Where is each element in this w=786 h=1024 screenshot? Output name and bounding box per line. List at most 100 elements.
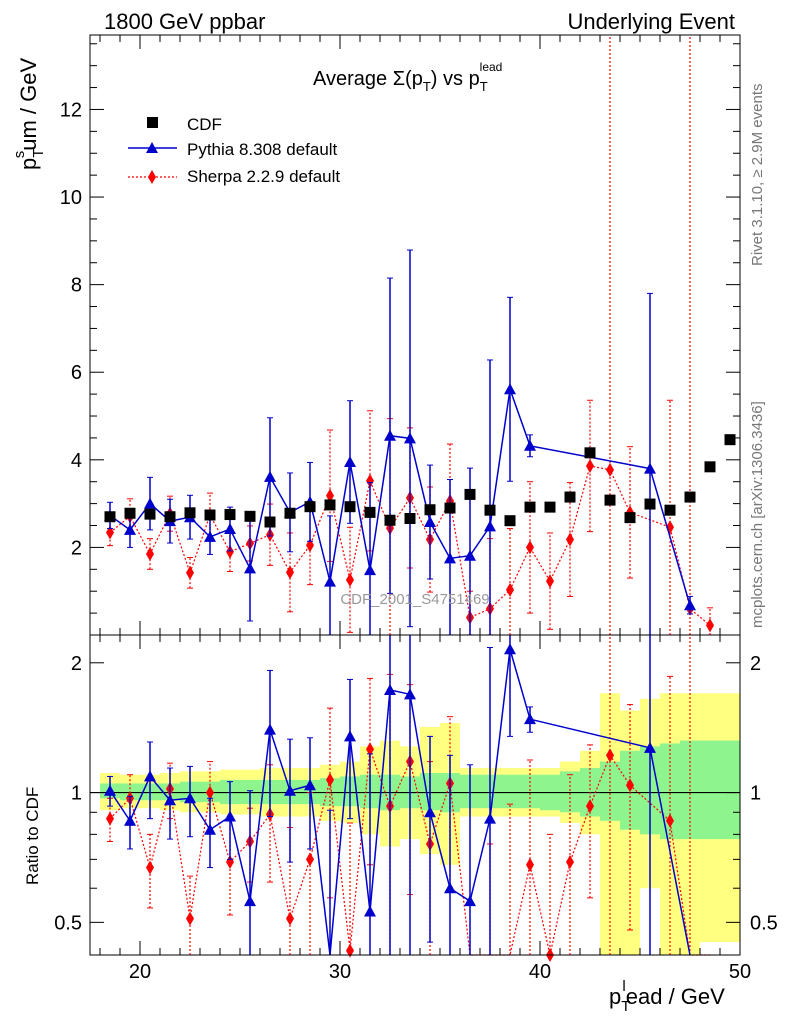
data-point [484,520,496,532]
data-point [364,905,376,917]
data-point [404,688,416,700]
data-point [244,562,256,574]
band-outer [600,693,620,955]
ylabel-base: p [16,158,41,170]
data-point [464,895,476,907]
data-point [124,814,136,826]
y-tick-label: 10 [60,187,82,209]
data-point [346,572,354,587]
data-point [506,582,514,597]
data-point [326,772,334,787]
data-point [586,458,594,473]
ratio-panel-axes: 20 30 40 50 0.5 0.5 1 1 2 2 [54,635,778,983]
header-left: 1800 GeV ppbar [104,9,265,34]
data-point [264,470,276,482]
data-point [324,499,336,511]
data-point [106,811,114,826]
data-point [164,794,176,806]
data-point [724,434,736,446]
title-main: Average Σ(p [313,68,423,90]
y-tick-label: 12 [60,99,82,121]
data-point [424,806,436,818]
xlabel-base: p [609,984,621,1009]
main-panel-axes: 2 4 6 8 10 12 [60,35,741,636]
data-point [284,507,296,519]
series-line [109,389,691,606]
data-point [524,439,536,451]
data-point [164,511,176,523]
data-point [424,504,436,516]
data-point [344,456,356,468]
data-point [186,911,194,926]
y-tick-label: 2 [71,537,82,559]
ylabel-sup: s [11,151,28,159]
ratio-ylabel: Ratio to CDF [23,787,42,885]
data-point [664,504,676,516]
data-point [626,778,634,793]
data-point [484,812,496,824]
title-sub1: T [423,79,431,94]
legend-pythia-marker [146,142,158,153]
data-point [344,501,356,513]
x-tick-label: 20 [129,961,151,983]
data-point [644,498,656,510]
data-point [306,852,314,867]
data-point [404,432,416,444]
data-point [684,491,696,503]
data-point [186,565,194,580]
data-point [366,473,374,488]
data-point [104,784,116,796]
data-point [584,447,596,459]
data-point [606,748,614,763]
data-point [384,429,396,441]
band-inner [700,740,720,840]
xlabel-sup: l [622,978,625,995]
data-point [304,779,316,791]
data-point [624,512,636,524]
data-point [224,810,236,822]
data-point [544,501,556,513]
data-point [286,911,294,926]
data-point [644,741,656,753]
rivet-label: Rivet 3.1.10, ≥ 2.9M events [749,84,766,267]
band-inner [660,743,680,840]
data-point [284,784,296,796]
data-point [546,574,554,589]
watermark: CDF_2001_S4751469 [340,591,489,608]
data-point [404,513,416,525]
data-point [666,813,674,828]
data-point [464,488,476,500]
x-tick-label: 30 [329,961,351,983]
y-tick-label-right: 0.5 [750,912,778,934]
xlabel-sub: T [621,998,630,1015]
main-ylabel: pTsum / GeV [11,58,47,170]
title-sub2: T [480,79,488,94]
data-point [524,501,536,513]
y-tick-label: 4 [71,450,82,472]
data-point [224,523,236,535]
ratio-panel-series [104,634,713,962]
data-point [286,565,294,580]
data-point [704,461,716,473]
data-point [144,770,156,782]
data-point [144,497,156,509]
data-point [384,683,396,695]
data-point [444,882,456,894]
data-point [184,792,196,804]
data-point [364,564,376,576]
data-point [244,895,256,907]
data-point [304,501,316,513]
data-point [524,713,536,725]
ylabel-rest: um / GeV [16,58,41,151]
main-title: Average Σ(pT) vs pTlead [313,60,502,94]
data-point [384,514,396,526]
data-point [504,515,516,527]
y-tick-label: 1 [71,783,82,805]
data-point [444,552,456,564]
data-point [346,943,354,958]
data-point [244,510,256,522]
legend-cdf-marker [147,117,158,128]
data-point [504,383,516,395]
ratio-panel-frame [89,634,741,956]
